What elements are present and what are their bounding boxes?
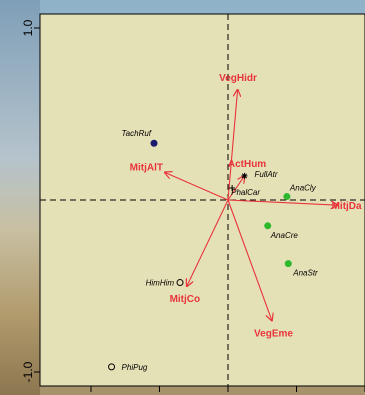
- vector-arrow: [187, 199, 229, 286]
- species-label: TachRuf: [122, 129, 152, 138]
- species-point: [150, 139, 158, 147]
- vector-arrow: [227, 199, 338, 205]
- vector-arrow: [227, 199, 272, 320]
- vector-arrow: [227, 90, 238, 201]
- vector-arrow: [165, 172, 229, 201]
- species-label: PhalCar: [231, 188, 260, 197]
- species-point: [283, 193, 291, 201]
- species-point: [108, 363, 116, 371]
- y-tick-label: 1.0: [21, 19, 35, 36]
- species-point: [284, 260, 292, 268]
- species-point: [241, 172, 248, 179]
- vector-label: MitjCo: [170, 294, 201, 305]
- y-tick-label: -1.0: [21, 361, 35, 382]
- species-label: PhiPug: [122, 363, 148, 372]
- vector-arrow: [227, 176, 244, 201]
- species-label: AnaStr: [292, 269, 318, 278]
- species-label: AnaCly: [289, 184, 317, 193]
- vector-label: VegHidr: [219, 73, 257, 84]
- species-label: HimHim: [146, 279, 175, 288]
- vector-label: ActHum: [228, 159, 266, 170]
- species-point: [264, 222, 272, 230]
- vector-label: MitjDa: [332, 201, 362, 212]
- vector-label: VegEme: [254, 328, 293, 339]
- species-point: [176, 279, 184, 287]
- species-label: FullAtr: [254, 170, 277, 179]
- vector-label: MitjAlT: [130, 162, 163, 173]
- background-photo: [0, 0, 40, 395]
- species-label: AnaCre: [270, 231, 299, 240]
- species-point: [229, 184, 236, 191]
